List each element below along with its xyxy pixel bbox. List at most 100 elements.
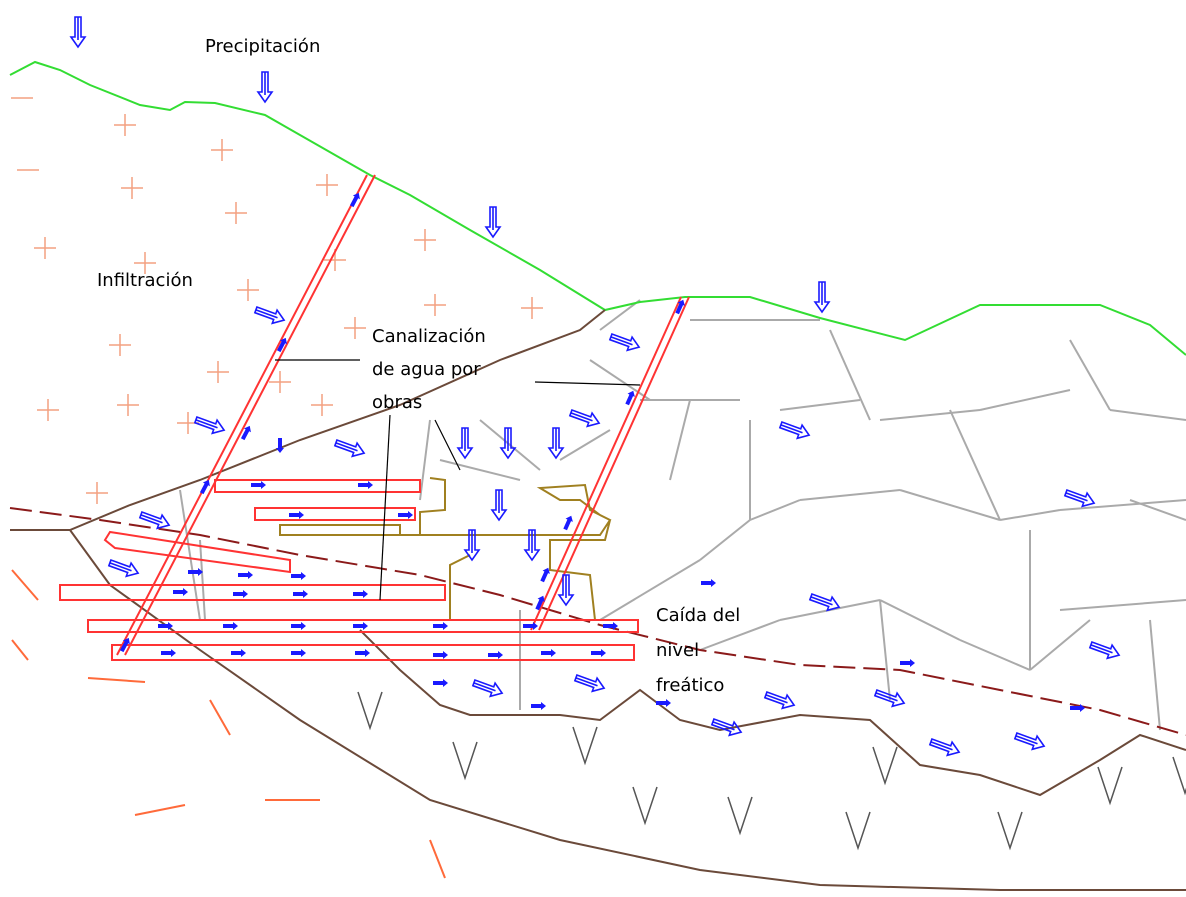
flow-arrow-small: [433, 622, 448, 630]
v-mark: [873, 747, 897, 783]
v-mark: [573, 727, 597, 763]
flow-arrow-small: [433, 679, 448, 687]
fracture: [880, 410, 980, 420]
fracture: [440, 460, 520, 480]
label: nivel: [656, 640, 699, 661]
fracture: [1150, 620, 1160, 730]
plus-sign: [34, 237, 56, 259]
dash-mark: [210, 700, 230, 735]
label: Canalización: [372, 326, 486, 347]
flow-arrow-small: [291, 572, 306, 580]
flow-arrow-small: [233, 590, 248, 598]
flow-arrow: [139, 508, 172, 531]
flow-arrow: [258, 72, 272, 102]
plus-sign: [211, 139, 233, 161]
geology: [11, 98, 1186, 878]
tunnel: [60, 585, 445, 600]
label: Caída del: [656, 605, 740, 626]
label: de agua por: [372, 359, 481, 380]
flow-arrow-small: [291, 649, 306, 657]
shaft: [125, 175, 375, 655]
flow-arrow: [764, 688, 797, 711]
shaft: [117, 175, 367, 655]
fracture: [800, 490, 900, 500]
surface-line: [10, 62, 1186, 355]
dash-mark: [12, 640, 28, 660]
plus-sign: [237, 279, 259, 301]
flow-arrow-small: [398, 511, 413, 519]
flow-arrow-small: [591, 649, 606, 657]
flow-arrow-small: [433, 651, 448, 659]
dash-mark: [135, 805, 185, 815]
flow-arrow-small: [353, 590, 368, 598]
dash-mark: [430, 840, 445, 878]
fracture: [670, 400, 690, 480]
v-mark: [998, 812, 1022, 848]
flow-arrow-small: [701, 579, 716, 587]
fracture: [700, 520, 750, 560]
flow-arrow-small: [188, 568, 203, 576]
flow-arrow: [472, 676, 505, 699]
fracture: [980, 390, 1070, 410]
plus-sign: [344, 317, 366, 339]
flow-arrow-small: [161, 649, 176, 657]
fracture: [420, 420, 430, 500]
flow-arrow-small: [291, 622, 306, 630]
flow-arrow: [458, 428, 472, 458]
fracture: [900, 490, 1000, 520]
flow-arrow-small: [358, 481, 373, 489]
flow-arrow-small: [238, 571, 253, 579]
flow-arrow: [501, 428, 515, 458]
flow-arrow-small: [293, 590, 308, 598]
flow-arrow: [1014, 729, 1047, 752]
flow-arrow-small: [541, 649, 556, 657]
flow-arrow: [574, 671, 607, 694]
flow-arrow: [108, 556, 141, 579]
fracture: [200, 540, 205, 620]
fracture: [1060, 600, 1186, 610]
fracture: [600, 300, 640, 330]
v-mark: [1098, 767, 1122, 803]
fracture: [750, 500, 800, 520]
fracture: [1110, 410, 1186, 420]
plus-sign: [225, 202, 247, 224]
v-mark: [1173, 757, 1186, 793]
flow-arrow: [254, 303, 287, 326]
flow-arrow: [569, 406, 602, 429]
plus-sign: [424, 294, 446, 316]
plus-sign: [86, 482, 108, 504]
flow-arrow-small: [223, 622, 238, 630]
plus-sign: [311, 394, 333, 416]
flow-arrow-small: [656, 699, 671, 707]
fracture: [950, 410, 1000, 520]
flow-arrow: [609, 330, 642, 353]
flow-arrow-small: [900, 659, 915, 667]
diagram: Precipitación Infiltración Canalización …: [0, 0, 1186, 897]
flow-arrow: [929, 735, 962, 758]
flow-arrow-small: [173, 588, 188, 596]
fracture: [590, 360, 650, 400]
v-mark: [728, 797, 752, 833]
label: Infiltración: [97, 270, 193, 291]
contact-line: [10, 310, 605, 530]
dash-mark: [88, 678, 145, 682]
label: freático: [656, 675, 724, 696]
flow-arrow: [779, 418, 812, 441]
label: Precipitación: [205, 36, 320, 57]
flow-arrow-small: [353, 622, 368, 630]
flow-arrow-small: [488, 651, 503, 659]
label: obras: [372, 392, 422, 413]
plus-sign: [37, 399, 59, 421]
fracture: [1030, 620, 1090, 670]
plus-sign: [414, 229, 436, 251]
plus-sign: [207, 361, 229, 383]
fracture: [960, 640, 1030, 670]
fracture: [560, 430, 610, 460]
dash-mark: [12, 570, 38, 600]
water-table: [10, 508, 1186, 735]
tunnel: [255, 508, 415, 520]
flow-arrow: [549, 428, 563, 458]
flow-arrow-small: [276, 438, 284, 453]
flow-arrow: [815, 282, 829, 312]
plus-sign: [316, 174, 338, 196]
